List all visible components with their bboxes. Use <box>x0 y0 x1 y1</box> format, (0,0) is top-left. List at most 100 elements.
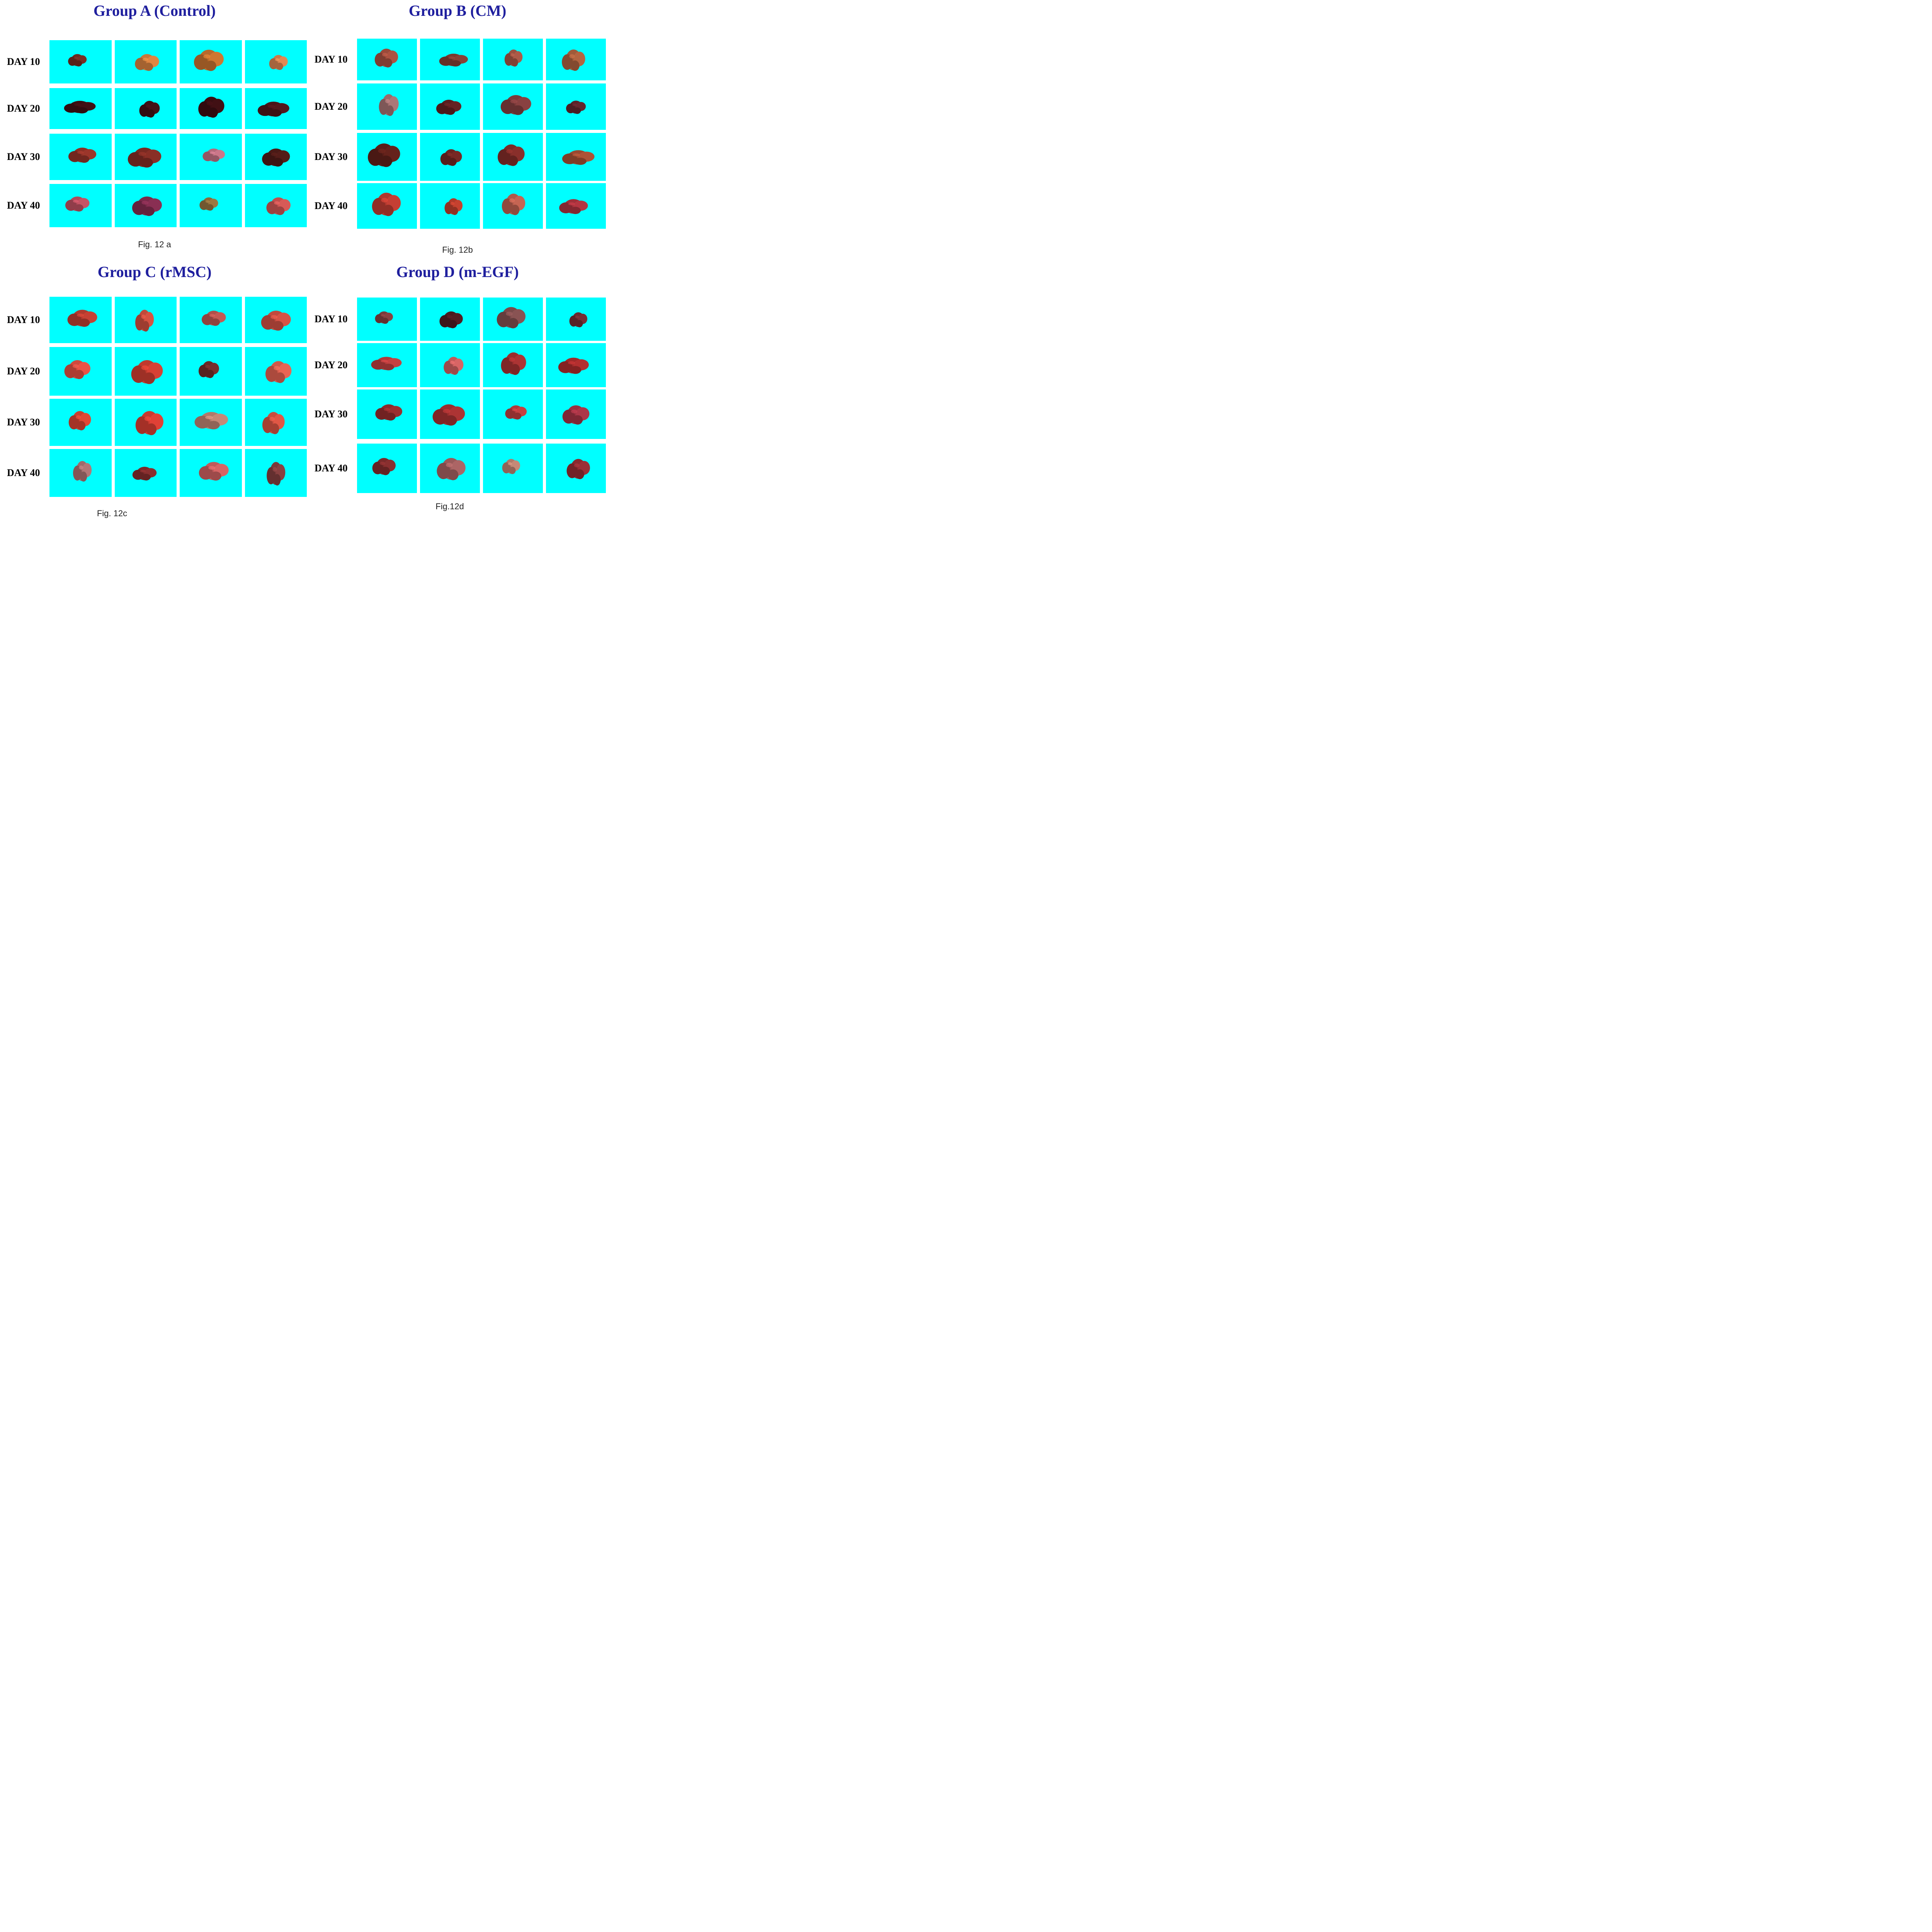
organ-photo <box>114 184 177 227</box>
day-label: DAY 30 <box>7 417 40 428</box>
organ-photo <box>245 449 307 497</box>
organ-photo <box>180 399 242 446</box>
organ-photo <box>546 183 606 229</box>
day-row: DAY 30 <box>309 389 606 439</box>
organ-photo <box>180 347 242 396</box>
organ-photo <box>49 88 112 129</box>
panel-group-b: Group B (CM) DAY 10 DAY 20 DAY 30 DAY 40… <box>309 0 606 259</box>
organ-photo <box>357 39 417 80</box>
organ-photo <box>483 133 543 181</box>
organ-photo <box>114 40 177 83</box>
organ-photo <box>546 444 606 493</box>
day-label: DAY 10 <box>315 313 348 325</box>
organ-photo <box>114 347 177 396</box>
organ-photo <box>546 389 606 439</box>
day-row: DAY 10 <box>309 39 606 80</box>
organ-photo <box>180 297 242 343</box>
organ-photo <box>420 298 480 341</box>
organ-photo <box>180 134 242 180</box>
day-row: DAY 30 <box>0 134 309 180</box>
day-row: DAY 20 <box>309 83 606 130</box>
panel-group-d: Group D (m-EGF) DAY 10 DAY 20 DAY 30 DAY… <box>309 261 606 523</box>
organ-photo <box>483 83 543 130</box>
organ-photo <box>420 444 480 493</box>
organ-photo <box>49 297 112 343</box>
group-title: Group A (Control) <box>93 2 216 19</box>
organ-photo <box>357 343 417 387</box>
organ-photo <box>49 399 112 446</box>
organ-photo <box>114 134 177 180</box>
organ-photo <box>357 298 417 341</box>
figure-caption: Fig. 12 a <box>138 240 171 249</box>
organ-photo <box>180 184 242 227</box>
organ-photo <box>483 39 543 80</box>
organ-photo <box>49 40 112 83</box>
organ-photo <box>483 298 543 341</box>
day-label: DAY 40 <box>315 463 348 474</box>
organ-photo <box>114 449 177 497</box>
day-row: DAY 20 <box>0 88 309 129</box>
figure-caption: Fig.12d <box>435 502 464 511</box>
organ-photo <box>357 183 417 229</box>
organ-photo <box>114 88 177 129</box>
organ-photo <box>245 184 307 227</box>
organ-photo <box>357 389 417 439</box>
day-row: DAY 40 <box>309 444 606 493</box>
day-label: DAY 20 <box>315 101 348 112</box>
day-label: DAY 40 <box>315 200 348 211</box>
day-label: DAY 30 <box>7 151 40 162</box>
organ-photo <box>245 134 307 180</box>
day-row: DAY 20 <box>0 347 309 396</box>
organ-photo <box>483 444 543 493</box>
organ-photo <box>420 133 480 181</box>
organ-photo <box>180 88 242 129</box>
organ-photo <box>420 343 480 387</box>
day-row: DAY 10 <box>0 297 309 343</box>
day-row: DAY 10 <box>309 298 606 341</box>
organ-photo <box>114 297 177 343</box>
organ-photo <box>180 40 242 83</box>
organ-photo <box>49 134 112 180</box>
day-row: DAY 40 <box>0 184 309 227</box>
figure-caption: Fig. 12c <box>97 509 128 518</box>
panel-group-a: Group A (Control) DAY 10 DAY 20 DAY 30 D… <box>0 0 309 255</box>
organ-photo <box>420 183 480 229</box>
day-label: DAY 40 <box>7 200 40 211</box>
organ-photo <box>245 399 307 446</box>
day-label: DAY 30 <box>315 408 348 420</box>
organ-photo <box>546 133 606 181</box>
organ-photo <box>180 449 242 497</box>
organ-photo <box>245 347 307 396</box>
organ-photo <box>546 298 606 341</box>
panel-group-c: Group C (rMSC) DAY 10 DAY 20 DAY 30 DAY … <box>0 261 309 523</box>
organ-photo <box>49 347 112 396</box>
organ-photo <box>245 40 307 83</box>
day-row: DAY 40 <box>309 183 606 229</box>
day-label: DAY 20 <box>7 366 40 377</box>
organ-photo <box>245 88 307 129</box>
day-row: DAY 30 <box>0 399 309 446</box>
day-label: DAY 10 <box>315 54 348 65</box>
organ-photo <box>483 183 543 229</box>
organ-photo <box>245 297 307 343</box>
organ-photo <box>546 83 606 130</box>
organ-photo <box>420 389 480 439</box>
group-title: Group B (CM) <box>408 2 507 19</box>
day-row: DAY 40 <box>0 449 309 497</box>
organ-photo <box>483 389 543 439</box>
day-row: DAY 30 <box>309 133 606 181</box>
organ-photo <box>420 83 480 130</box>
day-label: DAY 20 <box>315 359 348 371</box>
day-label: DAY 20 <box>7 103 40 114</box>
organ-photo <box>49 184 112 227</box>
day-row: DAY 10 <box>0 40 309 83</box>
organ-photo <box>357 133 417 181</box>
day-label: DAY 10 <box>7 56 40 67</box>
organ-photo <box>357 444 417 493</box>
organ-photo <box>357 83 417 130</box>
organ-photo <box>546 39 606 80</box>
organ-photo <box>49 449 112 497</box>
group-title: Group C (rMSC) <box>97 263 212 281</box>
day-label: DAY 40 <box>7 467 40 478</box>
group-title: Group D (m-EGF) <box>396 263 519 281</box>
